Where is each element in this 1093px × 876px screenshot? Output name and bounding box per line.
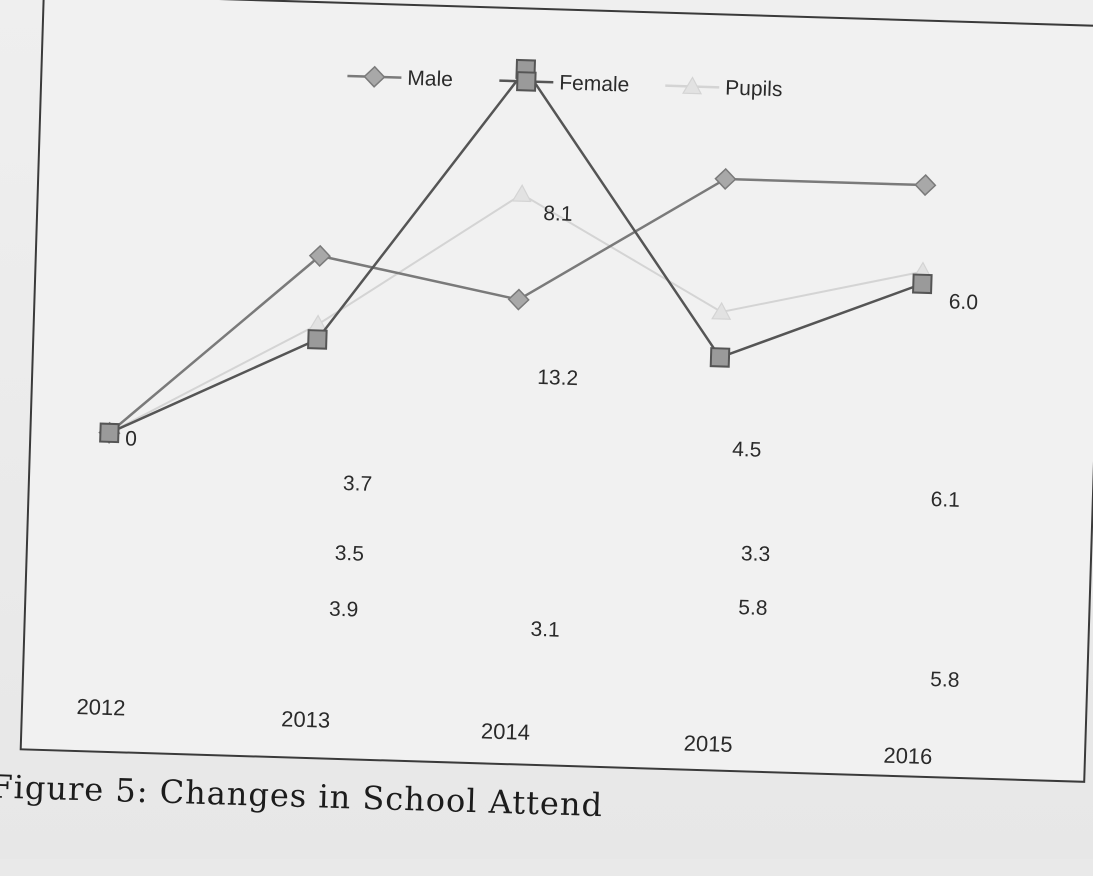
x-tick-label-2013: 2013: [281, 706, 331, 732]
series-line-female: [109, 57, 928, 458]
data-label-7: 3.3: [741, 542, 771, 566]
data-label-4: 5.8: [930, 668, 960, 692]
chart-frame: 2012 2013 2014 2015 2016 0 3.9 3.1 5.8 5.8 3.5 13.2…: [20, 0, 1093, 783]
legend-marker-female: [517, 72, 536, 91]
legend-label-female: Female: [559, 71, 630, 96]
data-label-1: 3.9: [329, 598, 359, 622]
male-point-2014: [508, 289, 529, 310]
line-chart: 2012 2013 2014 2015 2016 0 3.9 3.1 5.8 5.8 3.5 13.2…: [22, 0, 1093, 785]
female-point-2012: [100, 424, 119, 443]
data-label-9: 3.7: [343, 472, 373, 496]
pupils-point-2014: [513, 185, 531, 202]
x-tick-label-2016: 2016: [883, 743, 933, 769]
figure-caption: Figure 5: Changes in School Attend: [0, 767, 604, 824]
data-label-10: 8.1: [543, 202, 573, 226]
legend-marker-male: [364, 66, 385, 87]
data-label-3: 5.8: [738, 596, 768, 620]
data-label-6: 13.2: [537, 366, 579, 390]
legend-label-male: Male: [407, 67, 453, 91]
data-label-11: 4.5: [732, 438, 762, 462]
data-label-2: 3.1: [530, 618, 560, 642]
x-tick-label-2015: 2015: [683, 731, 733, 757]
data-label-0: 0: [125, 427, 137, 450]
data-label-8: 6.1: [930, 488, 960, 512]
data-label-5: 3.5: [334, 542, 364, 566]
female-point-2016: [913, 274, 932, 293]
series-line-pupils: [109, 182, 924, 458]
legend-label-pupils: Pupils: [725, 77, 783, 102]
x-tick-label-2014: 2014: [481, 718, 531, 744]
female-point-2013: [308, 330, 327, 349]
male-point-2015: [715, 169, 736, 190]
female-point-2015: [711, 348, 730, 367]
data-label-12: 6.0: [948, 290, 978, 314]
male-point-2016: [915, 175, 936, 196]
x-tick-label-2012: 2012: [76, 694, 126, 720]
